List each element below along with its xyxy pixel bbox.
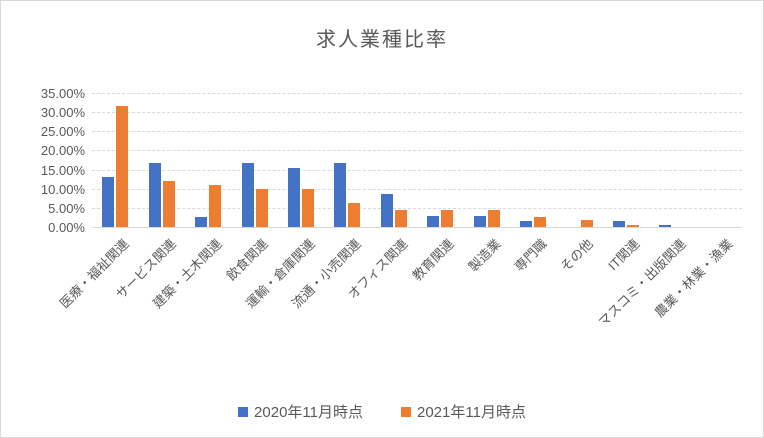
bar-series-1-教育関連 bbox=[441, 210, 454, 227]
legend-item-2021年11月時点: 2021年11月時点 bbox=[401, 401, 526, 422]
bar-series-1-飲食関連 bbox=[255, 189, 268, 227]
y-axis-tick-label: 10.00% bbox=[40, 181, 85, 197]
y-axis-tick-label: 35.00% bbox=[40, 86, 85, 101]
bar-series-1-オフィス関連 bbox=[394, 210, 407, 227]
y-axis-tick-label: 25.00% bbox=[40, 124, 85, 140]
bar-series-0-医療・福祉関連 bbox=[102, 177, 115, 227]
bar-series-0-教育関連 bbox=[427, 216, 440, 227]
gridline bbox=[92, 131, 742, 133]
bar-series-1-流通・小売関連 bbox=[348, 202, 361, 227]
gridline bbox=[92, 112, 742, 114]
bar-series-0-製造業 bbox=[473, 216, 486, 227]
plot-area bbox=[92, 93, 742, 228]
bar-series-1-製造業 bbox=[487, 210, 500, 227]
x-axis-label: 製造業 bbox=[465, 236, 504, 275]
bar-series-1-専門職 bbox=[534, 217, 547, 227]
y-axis-tick-label: 15.00% bbox=[40, 162, 85, 178]
bar-series-0-IT関連 bbox=[612, 220, 625, 227]
legend-swatch-icon bbox=[238, 406, 249, 417]
bar-series-0-運輸・倉庫関連 bbox=[287, 167, 300, 227]
bar-series-0-専門職 bbox=[520, 221, 533, 227]
bar-series-1-その他 bbox=[580, 219, 593, 227]
x-axis-label: 教育関連 bbox=[409, 236, 457, 284]
x-axis-label: 専門職 bbox=[511, 236, 550, 275]
x-axis-label: その他 bbox=[558, 236, 597, 275]
bar-series-1-IT関連 bbox=[626, 224, 639, 227]
bar-series-0-流通・小売関連 bbox=[334, 163, 347, 227]
y-axis-tick-label: 30.00% bbox=[40, 105, 85, 121]
x-axis-line bbox=[92, 227, 742, 228]
x-axis-label: IT関連 bbox=[605, 236, 643, 274]
legend: 2020年11月時点 2021年11月時点 bbox=[1, 401, 763, 422]
gridline bbox=[92, 188, 742, 190]
bar-series-0-マスコミ・出版関連 bbox=[659, 224, 672, 227]
bar-series-1-医療・福祉関連 bbox=[116, 106, 129, 227]
bar-series-0-サービス関連 bbox=[148, 163, 161, 227]
y-axis-tick-label: 0.00% bbox=[48, 220, 85, 235]
legend-label: 2021年11月時点 bbox=[417, 404, 526, 421]
bar-series-0-オフィス関連 bbox=[380, 194, 393, 227]
gridline bbox=[92, 93, 742, 94]
bar-series-1-運輸・倉庫関連 bbox=[301, 189, 314, 227]
gridline bbox=[92, 150, 742, 152]
legend-item-2020年11月時点: 2020年11月時点 bbox=[238, 401, 363, 422]
gridline bbox=[92, 207, 742, 209]
y-axis-tick-label: 20.00% bbox=[40, 143, 85, 159]
bar-series-0-飲食関連 bbox=[241, 162, 254, 227]
gridline bbox=[92, 169, 742, 171]
bar-series-1-建築・土木関連 bbox=[209, 184, 222, 227]
y-axis-tick-label: 5.00% bbox=[48, 200, 85, 216]
chart-title: 求人業種比率 bbox=[316, 29, 448, 51]
bar-series-1-サービス関連 bbox=[162, 181, 175, 227]
bar-series-0-建築・土木関連 bbox=[195, 217, 208, 227]
legend-swatch-icon bbox=[401, 406, 411, 417]
legend-label: 2020年11月時点 bbox=[254, 404, 363, 421]
